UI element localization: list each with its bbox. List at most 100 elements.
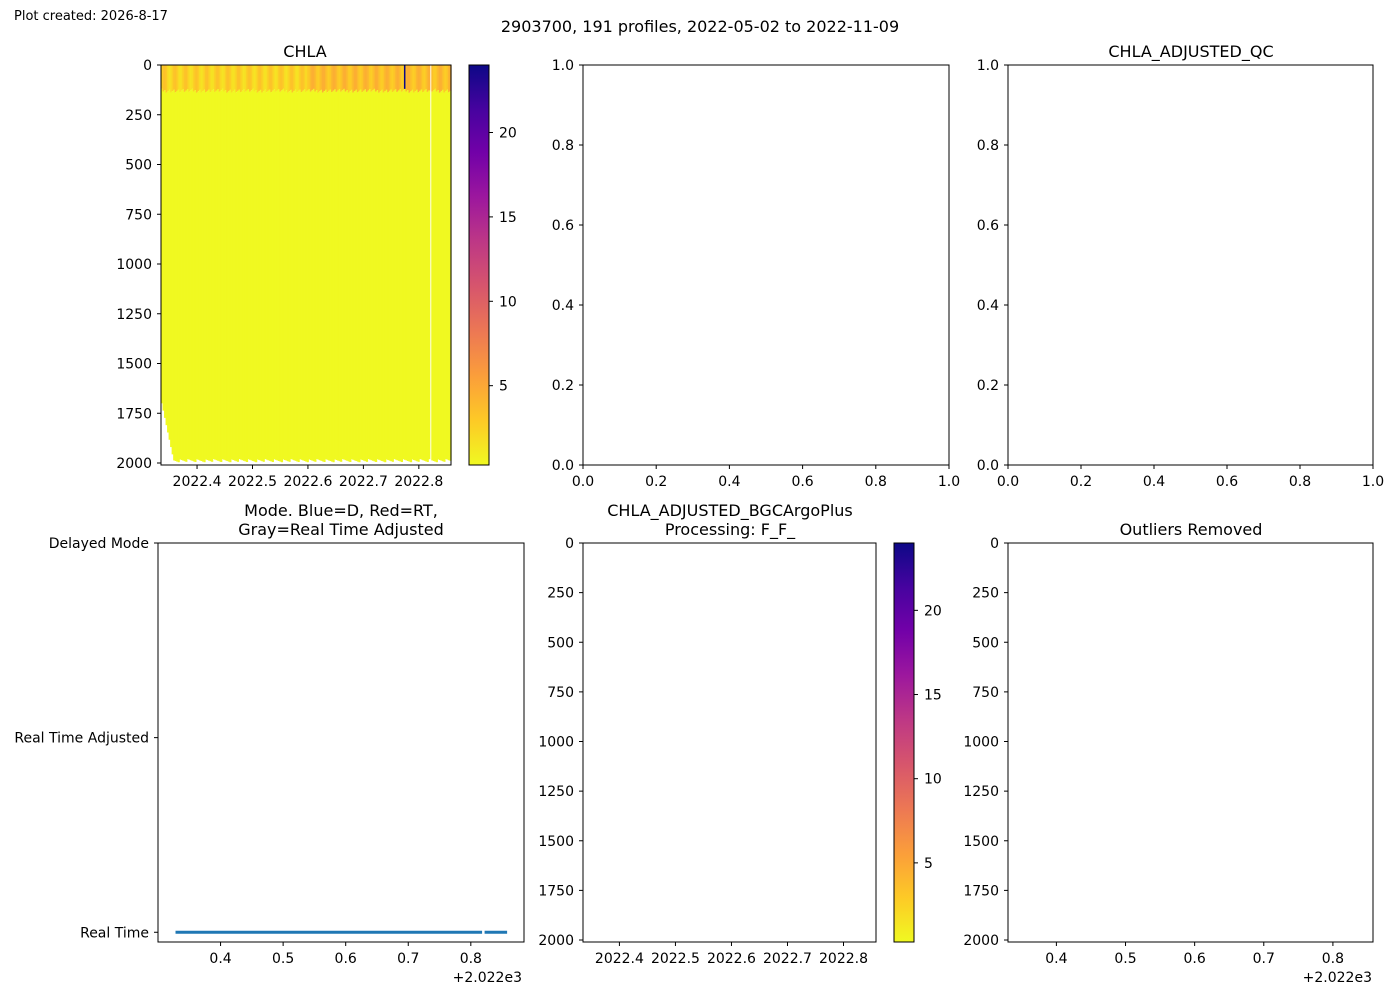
- chla-profile-surface: [384, 65, 387, 92]
- chla-profile-surface: [337, 65, 340, 91]
- chla-profile-surface: [309, 65, 312, 92]
- bgcargoplus-x-ticks: 2022.4 2022.5 2022.6 2022.7 2022.8: [595, 942, 868, 967]
- chla-profile-deep: [161, 88, 164, 404]
- chla-profile-surface: [253, 65, 256, 92]
- chla-profile-deep: [425, 89, 428, 462]
- chla-profile-deep: [296, 92, 299, 462]
- chla-profile-deep: [179, 92, 182, 460]
- chla-profile-surface: [279, 65, 282, 92]
- chla-profile-surface: [246, 65, 249, 91]
- chla-profile-surface: [223, 65, 226, 92]
- chla-profile-deep: [312, 88, 315, 462]
- chla-profile-deep: [334, 89, 337, 460]
- chla-profile-deep: [168, 89, 171, 440]
- mode-y-ticks: Real Time Real Time Adjusted Delayed Mode: [14, 536, 158, 941]
- chla-profile-surface: [195, 65, 199, 93]
- chla-profile-deep: [411, 89, 414, 460]
- chla-profile-deep: [246, 90, 249, 463]
- chla-adjusted-qc-y-tick-label: 1.0: [977, 58, 999, 74]
- chla-profile-deep: [444, 91, 448, 460]
- chla-profile-deep: [399, 89, 402, 462]
- chla-profile-deep: [170, 92, 173, 448]
- mode-axes-frame: [157, 542, 525, 943]
- chla-profile-deep: [285, 90, 288, 461]
- chla-adjusted-qc-x-tick-label: 0.0: [997, 474, 1019, 490]
- chla-profile-deep: [197, 91, 200, 460]
- chla-profile-deep: [305, 91, 308, 462]
- chla-profile-surface: [256, 65, 259, 93]
- chla-profile-deep: [208, 89, 211, 461]
- chla-profile-deep: [291, 92, 294, 460]
- chla-profile-surface: [174, 65, 177, 93]
- mode-x-tick-label: 0.4: [209, 951, 231, 967]
- chla-profile-surface: [288, 65, 291, 92]
- bgcargoplus-colorbar: 5 10 15 20: [893, 542, 942, 943]
- chla-profile-deep: [416, 89, 419, 462]
- outliers-removed-y-tick-label: 1000: [963, 735, 999, 751]
- chla-profile-surface: [164, 65, 167, 91]
- chla-profile-surface: [393, 65, 396, 91]
- chla-profile-deep: [344, 91, 347, 461]
- chla-profile-deep: [349, 91, 352, 463]
- mode-title-line-2: Gray=Real Time Adjusted: [238, 520, 444, 539]
- chla-profile-surface: [299, 65, 302, 90]
- chla-profile-deep: [195, 92, 199, 460]
- chla-profile-deep: [346, 90, 349, 461]
- chla-profile-surface: [388, 65, 391, 91]
- chla-profile-surface: [352, 65, 355, 93]
- chla-profile-deep: [311, 90, 314, 461]
- chla-profile-surface: [235, 65, 238, 93]
- chla-adjusted-qc-y-tick-label: 0.2: [977, 378, 999, 394]
- chla-profile-deep: [212, 89, 215, 460]
- chla-profile-surface: [353, 65, 356, 92]
- chla-profile-surface: [161, 65, 164, 89]
- chla-profile-surface: [189, 65, 192, 91]
- chla-profile-surface: [441, 65, 445, 90]
- chla-profile-surface: [274, 65, 277, 92]
- chla-profile-deep: [238, 89, 241, 460]
- chla-profile-deep: [167, 91, 170, 433]
- chla-profile-deep: [221, 88, 224, 460]
- chla-profile-deep: [259, 89, 262, 461]
- chla-profile-deep: [390, 89, 393, 462]
- chla-profile-deep: [406, 90, 410, 462]
- chla-profile-deep: [332, 90, 335, 463]
- chla-profile-surface: [416, 65, 419, 90]
- chla-profile-deep: [381, 89, 384, 462]
- chla-profile-surface: [318, 65, 322, 92]
- chla-profile-surface: [244, 65, 247, 92]
- chla-profile-deep: [268, 89, 271, 461]
- bgcargoplus-y-tick-label: 1750: [538, 883, 574, 899]
- chla-profile-deep: [362, 90, 366, 461]
- chla-profile-surface: [249, 65, 252, 92]
- chla-profile-deep: [373, 88, 376, 462]
- chla-profile-deep: [198, 89, 202, 461]
- chla-adjusted-qc-x-tick-label: 0.8: [1289, 474, 1311, 490]
- chla-profile-surface: [215, 65, 218, 91]
- chla-y-tick-label: 1500: [116, 357, 152, 373]
- chla-profile-deep: [376, 90, 379, 460]
- chla-profile-surface: [182, 65, 185, 90]
- chla-profile-deep: [414, 91, 417, 461]
- chla-profile-deep: [191, 88, 194, 461]
- chla-profile-surface: [367, 65, 370, 91]
- chla-profile-deep: [297, 90, 300, 463]
- chla-profile-surface: [179, 65, 182, 93]
- chla-profile-surface: [261, 65, 264, 93]
- empty-panel-y-ticks: 0.0 0.2 0.4 0.6 0.8 1.0: [552, 58, 583, 474]
- chla-profile-surface: [338, 65, 341, 90]
- chla-profile-surface: [283, 65, 287, 92]
- chla-profile-deep: [247, 89, 250, 460]
- chla-profile-deep: [397, 90, 400, 461]
- chla-x-tick-label: 2022.6: [283, 474, 332, 490]
- bgcargoplus-y-tick-label: 1250: [538, 784, 574, 800]
- chla-profile-deep: [265, 92, 268, 460]
- chla-adjusted-qc-y-ticks: 0.0 0.2 0.4 0.6 0.8 1.0: [977, 58, 1008, 474]
- chla-profile-surface: [188, 65, 191, 92]
- chla-colorbar-tick-label: 20: [499, 126, 517, 142]
- chla-profile-surface: [214, 65, 217, 92]
- chla-profile-surface: [303, 65, 306, 90]
- bgcargoplus-y-tick-label: 250: [547, 586, 574, 602]
- chla-profile-surface: [446, 65, 449, 90]
- chla-profile-deep: [252, 88, 255, 462]
